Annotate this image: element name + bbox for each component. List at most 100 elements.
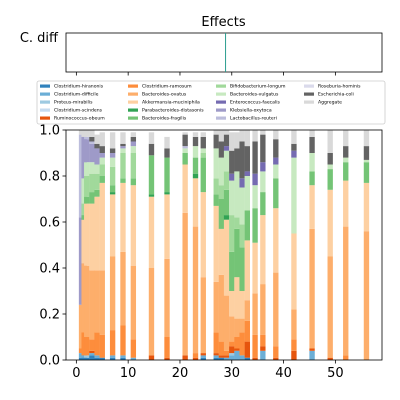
effects-title: Effects bbox=[201, 15, 245, 30]
legend-swatch bbox=[216, 116, 226, 120]
bar-segment bbox=[218, 130, 225, 142]
bar-stack bbox=[343, 130, 349, 360]
legend-swatch bbox=[216, 92, 226, 96]
bar-segment bbox=[130, 136, 137, 142]
legend-entry: Lactobacillus-reuteri bbox=[216, 116, 277, 122]
bar-segment bbox=[192, 173, 199, 179]
legend-swatch bbox=[216, 100, 226, 104]
bar-segment bbox=[99, 146, 105, 153]
bar-segment bbox=[218, 185, 225, 199]
bar-segment bbox=[218, 199, 225, 229]
bar-stack bbox=[94, 134, 100, 360]
bar-segment bbox=[192, 146, 199, 158]
x-tick-label: 40 bbox=[275, 366, 292, 381]
bar-segment bbox=[234, 318, 240, 337]
bar-segment bbox=[192, 157, 199, 174]
bar-segment bbox=[239, 318, 245, 333]
bar-segment bbox=[148, 196, 155, 268]
legend-label: Clostridium-hiranonis bbox=[54, 84, 104, 90]
bar-segment bbox=[213, 130, 219, 135]
bar-segment bbox=[200, 148, 206, 153]
bar-segment bbox=[229, 173, 235, 181]
bar-segment bbox=[120, 178, 126, 183]
bar-segment bbox=[244, 320, 250, 342]
bar-segment bbox=[120, 132, 126, 144]
bar-stack bbox=[164, 136, 170, 360]
legend-swatch bbox=[40, 116, 50, 120]
bar-segment bbox=[229, 150, 235, 174]
bar-segment bbox=[244, 240, 250, 301]
bar-segment bbox=[89, 141, 95, 144]
bar-segment bbox=[130, 146, 137, 153]
bar-segment bbox=[94, 173, 100, 190]
legend-label: Akkermansia-muciniphila bbox=[142, 100, 200, 106]
bar-segment bbox=[234, 148, 240, 172]
bar-segment bbox=[120, 153, 126, 179]
bar-segment bbox=[223, 146, 230, 151]
bar-segment bbox=[89, 136, 95, 142]
bar-segment bbox=[291, 350, 297, 360]
bar-segment bbox=[273, 178, 279, 209]
bar-stack bbox=[252, 130, 258, 360]
legend: Clostridium-hiranonis Clostridium-diffici… bbox=[36, 80, 386, 125]
bar-segment bbox=[164, 157, 170, 193]
effects-xticks bbox=[75, 72, 336, 76]
bar-segment bbox=[109, 256, 116, 331]
bar-segment bbox=[244, 146, 250, 172]
bar-segment bbox=[99, 176, 105, 183]
bar-segment bbox=[218, 355, 225, 358]
bar-segment bbox=[273, 208, 279, 273]
bar-segment bbox=[120, 325, 126, 356]
x-tick-label: 0 bbox=[72, 366, 80, 381]
bar-segment bbox=[164, 148, 170, 158]
y-tick-label: 0.4 bbox=[39, 262, 60, 277]
y-tick-label: 0.6 bbox=[39, 216, 60, 231]
bar-segment bbox=[223, 219, 230, 296]
bar-segment bbox=[94, 355, 100, 358]
x-tick-label: 50 bbox=[327, 366, 344, 381]
bar-segment bbox=[229, 346, 235, 354]
bar-segment bbox=[239, 187, 245, 225]
main-chart: 0 10 20 30 40 50 0.0 0.2 0.4 0.6 0.8 1.0 bbox=[39, 124, 383, 381]
bar-segment bbox=[200, 355, 206, 358]
bar-segment bbox=[229, 251, 235, 291]
legend-label: Lactobacillus-reuteri bbox=[230, 116, 277, 122]
y-tick-label: 0.0 bbox=[39, 354, 60, 369]
bar-segment bbox=[94, 189, 100, 197]
legend-entry: Enterococcus-faecalis bbox=[216, 100, 281, 106]
bar-segment bbox=[234, 277, 240, 319]
bar-segment bbox=[260, 162, 266, 172]
legend-label: Enterococcus-faecalis bbox=[230, 100, 281, 106]
bar-segment bbox=[363, 146, 370, 160]
bar-segment bbox=[89, 192, 95, 204]
bar-segment bbox=[200, 132, 206, 137]
legend-entry: Bacteroides-vulgatus bbox=[216, 92, 279, 98]
bar-segment bbox=[84, 130, 90, 137]
bar-segment bbox=[192, 136, 199, 147]
bar-segment bbox=[89, 143, 95, 163]
bar-segment bbox=[182, 148, 188, 153]
effects-panel: Effects C. diff bbox=[20, 15, 383, 76]
bar-segment bbox=[109, 185, 116, 193]
bar-segment bbox=[182, 134, 188, 147]
bar-segment bbox=[234, 132, 240, 149]
bar-segment bbox=[273, 357, 279, 360]
bar-stack bbox=[291, 130, 297, 360]
bar-stack bbox=[260, 130, 266, 360]
legend-entries: Clostridium-hiranonis Clostridium-diffici… bbox=[40, 84, 361, 122]
effects-axes-frame bbox=[65, 32, 383, 73]
bar-segment bbox=[84, 357, 90, 360]
bar-segment bbox=[200, 353, 206, 356]
bars bbox=[78, 130, 370, 360]
bar-segment bbox=[223, 189, 230, 216]
legend-label: Aggregate bbox=[318, 100, 342, 106]
legend-label: Escherichia-coli bbox=[318, 92, 354, 98]
bar-segment bbox=[260, 334, 266, 347]
y-tick-label: 0.2 bbox=[39, 308, 60, 323]
bar-segment bbox=[192, 178, 199, 227]
bar-segment bbox=[148, 143, 155, 156]
bar-stack bbox=[84, 130, 90, 360]
bar-segment bbox=[309, 228, 315, 349]
bar-segment bbox=[164, 357, 170, 360]
bar-segment bbox=[213, 178, 219, 195]
